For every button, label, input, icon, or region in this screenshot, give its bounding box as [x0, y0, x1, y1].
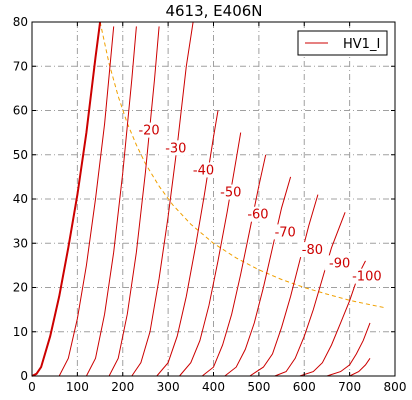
curve-label: -80 [302, 243, 323, 258]
curve-label-bg [324, 255, 355, 271]
curve-label: -90 [329, 256, 350, 271]
y-tick-label: 70 [13, 59, 28, 73]
plate-curve-neg90 [249, 194, 319, 377]
y-tick-label: 10 [13, 325, 28, 339]
curve-label-bg [160, 140, 191, 156]
curve-label: -60 [247, 208, 268, 223]
x-tick-label: 500 [247, 380, 270, 394]
curve-labels: -20 -30 -40 -50 -60 -70 -80 -90-100 [134, 122, 386, 285]
x-tick-label: 0 [28, 380, 36, 394]
y-tick-label: 50 [13, 148, 28, 162]
plate-curve-neg60 [179, 132, 242, 377]
plate-curve-0 [31, 21, 102, 377]
curve-label-bg [215, 184, 246, 200]
curve-label: -30 [165, 141, 186, 156]
curve-label-bg [347, 268, 386, 284]
y-tick-label: 60 [13, 104, 28, 118]
y-tick-label: 20 [13, 281, 28, 295]
grid-lines [32, 22, 395, 376]
legend: HV1_I [297, 30, 388, 56]
legend-label: HV1_I [343, 37, 380, 52]
plate-curve-neg30 [108, 26, 160, 377]
x-tick-label: 100 [66, 380, 89, 394]
x-tick-label: 800 [384, 380, 407, 394]
plate-curve-neg130 [349, 358, 371, 377]
plate-curve-neg40 [131, 21, 194, 377]
curve-label-bg [188, 162, 219, 178]
curve-label-bg [134, 122, 165, 138]
curve-label-bg [297, 242, 328, 258]
max-dissipation-line [99, 21, 386, 309]
plate-curve-neg120 [326, 322, 371, 377]
y-tick-label: 40 [13, 192, 28, 206]
y-axis-ticks: 0 10 20 30 40 50 60 70 80 [13, 15, 395, 383]
curve-label-bg [242, 206, 273, 222]
x-tick-label: 300 [157, 380, 180, 394]
plate-curve-neg80 [224, 176, 292, 377]
curve-label: -100 [352, 270, 382, 285]
chart-title: 4613, E406N [165, 2, 262, 20]
x-tick-label: 700 [338, 380, 361, 394]
plate-curve-neg100 [274, 212, 346, 377]
curve-label: -50 [220, 186, 241, 201]
x-axis-ticks: 0 100 200 300 400 500 600 700 800 [28, 22, 406, 394]
y-tick-label: 80 [13, 15, 28, 29]
y-tick-label: 0 [20, 369, 28, 383]
curve-label-bg [270, 224, 301, 240]
x-tick-label: 400 [202, 380, 225, 394]
x-tick-label: 600 [293, 380, 316, 394]
y-tick-label: 30 [13, 236, 28, 250]
plate-curves [31, 21, 371, 377]
plate-curve-neg20 [85, 26, 137, 377]
curve-label: -70 [275, 225, 296, 240]
plate-curve-neg70 [201, 154, 267, 377]
curve-label: -40 [193, 163, 214, 178]
plate-curve-neg10 [58, 26, 115, 377]
x-tick-label: 200 [111, 380, 134, 394]
max-dissipation-curve [99, 21, 386, 309]
curve-label: -20 [138, 124, 159, 139]
plate-curve-neg50 [156, 110, 219, 377]
